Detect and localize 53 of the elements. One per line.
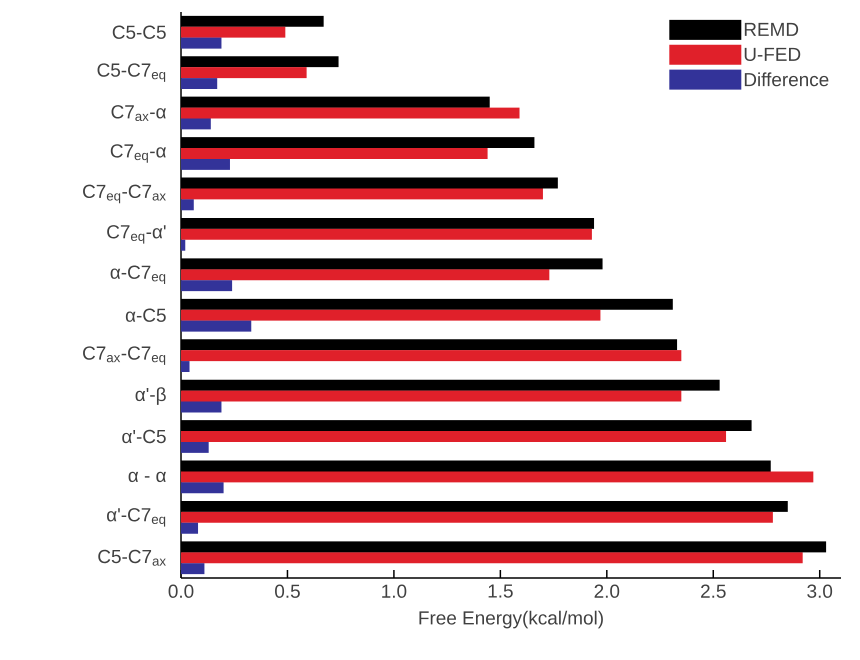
bar	[181, 442, 209, 453]
bar	[181, 38, 222, 49]
y-tick-label: C7$_{eq}$-α	[110, 144, 166, 163]
bar	[181, 310, 600, 321]
bar	[181, 522, 198, 534]
bar	[181, 188, 543, 200]
bar	[181, 320, 252, 332]
x-tick-label: 0.0	[168, 584, 194, 598]
bar	[181, 240, 186, 251]
bar	[181, 67, 307, 78]
y-tick-label: C5-C7$_{eq}$	[98, 63, 166, 82]
x-tick-label: 3.0	[807, 584, 832, 598]
bar	[181, 26, 286, 38]
bar	[181, 78, 218, 90]
x-tick-label: 0.5	[275, 584, 300, 598]
bar	[181, 199, 194, 210]
legend-label: U-FED	[744, 48, 800, 62]
y-tick-label: α-C7$_{eq}$	[110, 266, 166, 284]
bar	[181, 108, 520, 119]
y-tick-label: C5-C5	[112, 26, 166, 39]
y-tick-label: C7$_{ax}$-α	[112, 105, 166, 122]
y-tick-label: α'-β	[136, 387, 166, 405]
x-tick-label: 1.5	[488, 584, 513, 598]
bar	[181, 158, 230, 170]
y-tick-label: α-C5	[126, 308, 166, 322]
legend-label: Difference	[744, 72, 828, 86]
bar	[181, 118, 211, 130]
bar	[181, 361, 190, 372]
x-tick-label: 1.0	[382, 584, 406, 598]
bar	[181, 228, 592, 240]
y-tick-label: C7$_{eq}$-α'	[107, 225, 166, 244]
x-axis-title: Free Energy(kcal/mol)	[419, 610, 603, 628]
y-tick-label: C7$_{ax}$-C7$_{eq}$	[83, 346, 166, 365]
y-tick-label: C7$_{eq}$-C7$_{ax}$	[83, 184, 166, 204]
bar	[181, 390, 682, 402]
bar	[181, 280, 232, 292]
bar	[181, 350, 682, 362]
y-tick-label: C5-C7$_{ax}$	[98, 550, 166, 566]
bar	[181, 471, 814, 482]
bar	[181, 482, 224, 494]
bar	[181, 269, 550, 280]
y-tick-label: α'-C7$_{eq}$	[107, 508, 166, 527]
bar	[181, 148, 488, 159]
bar	[181, 512, 773, 523]
bar	[181, 563, 204, 574]
y-tick-label: α - α	[128, 472, 166, 482]
x-tick-label: 2.5	[701, 584, 726, 598]
bar	[181, 431, 726, 442]
y-tick-label: α'-C5	[122, 430, 166, 444]
x-tick-label: 2.0	[594, 584, 620, 598]
legend-label: REMD	[744, 22, 798, 36]
bar	[181, 402, 222, 412]
bar	[181, 552, 803, 564]
